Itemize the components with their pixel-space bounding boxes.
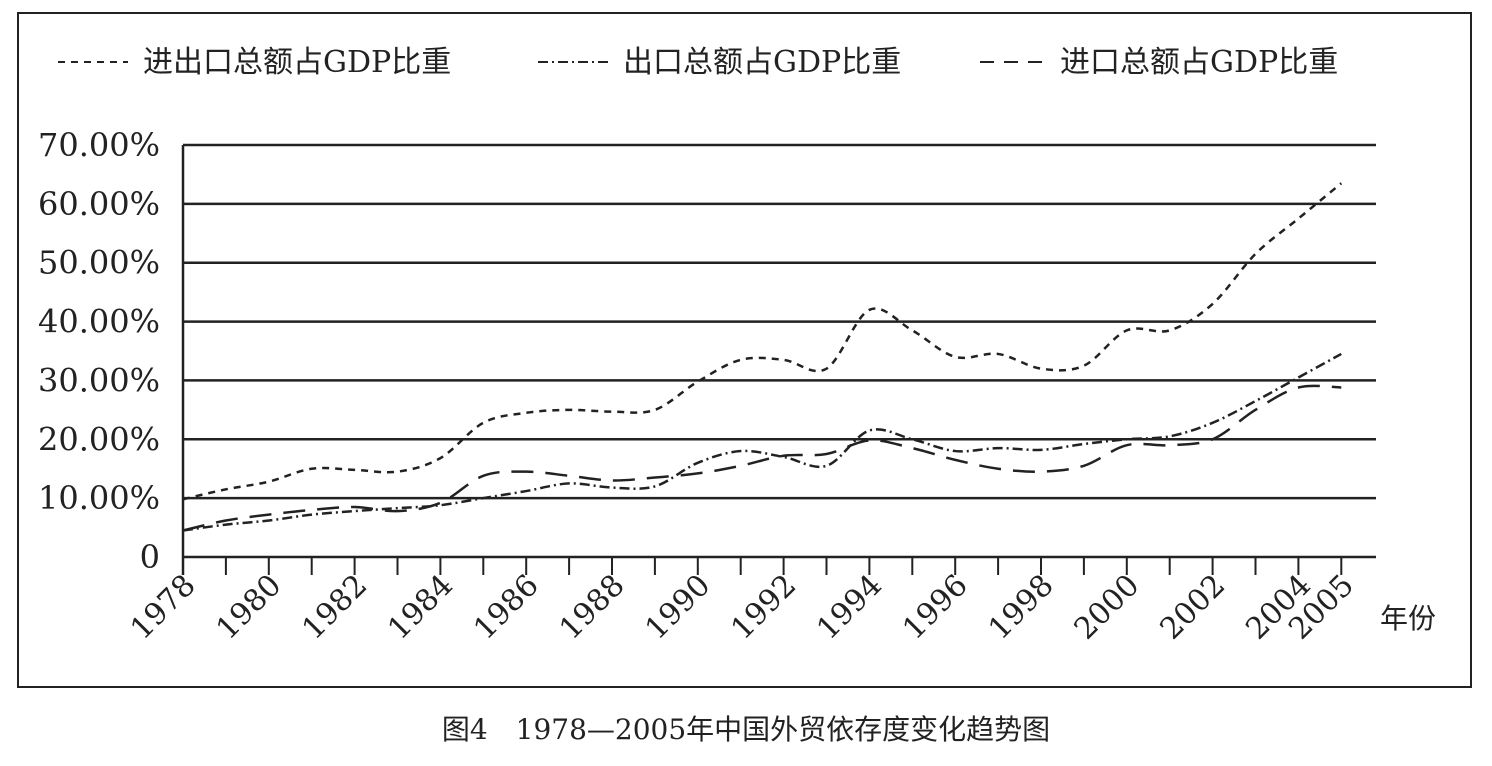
- x-tick-label: 1986: [467, 568, 546, 647]
- chart-frame: [17, 12, 1472, 688]
- y-tick-label: 0: [140, 538, 160, 576]
- x-tick-label: 2002: [1154, 568, 1233, 647]
- x-tick-label: 1998: [982, 568, 1061, 647]
- x-tick-label: 1992: [725, 568, 804, 647]
- legend-label: 进出口总额占GDP比重: [143, 45, 451, 80]
- x-tick-label: 1982: [296, 568, 375, 647]
- y-tick-label: 30.00%: [38, 361, 160, 399]
- x-tick-label: 2000: [1068, 568, 1147, 647]
- y-tick-label: 40.00%: [38, 303, 160, 341]
- x-tick-label: 1980: [210, 568, 289, 647]
- x-axis-label: 年份: [1380, 602, 1436, 635]
- x-tick-label: 1996: [896, 568, 975, 647]
- series-line-2: [182, 352, 1342, 532]
- legend-label: 进口总额占GDP比重: [1060, 45, 1338, 80]
- x-tick-label: 1984: [381, 568, 460, 647]
- chart-caption: 图4 1978—2005年中国外贸依存度变化趋势图: [441, 713, 1051, 746]
- y-tick-label: 60.00%: [38, 185, 160, 223]
- y-tick-label: 20.00%: [38, 420, 160, 458]
- y-tick-label: 50.00%: [38, 244, 160, 282]
- legend-label: 出口总额占GDP比重: [623, 45, 901, 80]
- y-tick-label: 10.00%: [38, 479, 160, 517]
- x-tick-label: 1978: [124, 568, 203, 647]
- series-line-3: [182, 384, 1342, 532]
- x-tick-label: 1990: [639, 568, 718, 647]
- y-tick-label: 70.00%: [38, 126, 160, 164]
- x-tick-label: 1994: [810, 568, 889, 647]
- series-line-1: [182, 182, 1343, 501]
- x-tick-label: 1988: [553, 568, 632, 647]
- line-chart: 0 10.00% 20.00% 30.00% 40.00% 50.00% 60.00% 70.…: [38, 45, 1436, 647]
